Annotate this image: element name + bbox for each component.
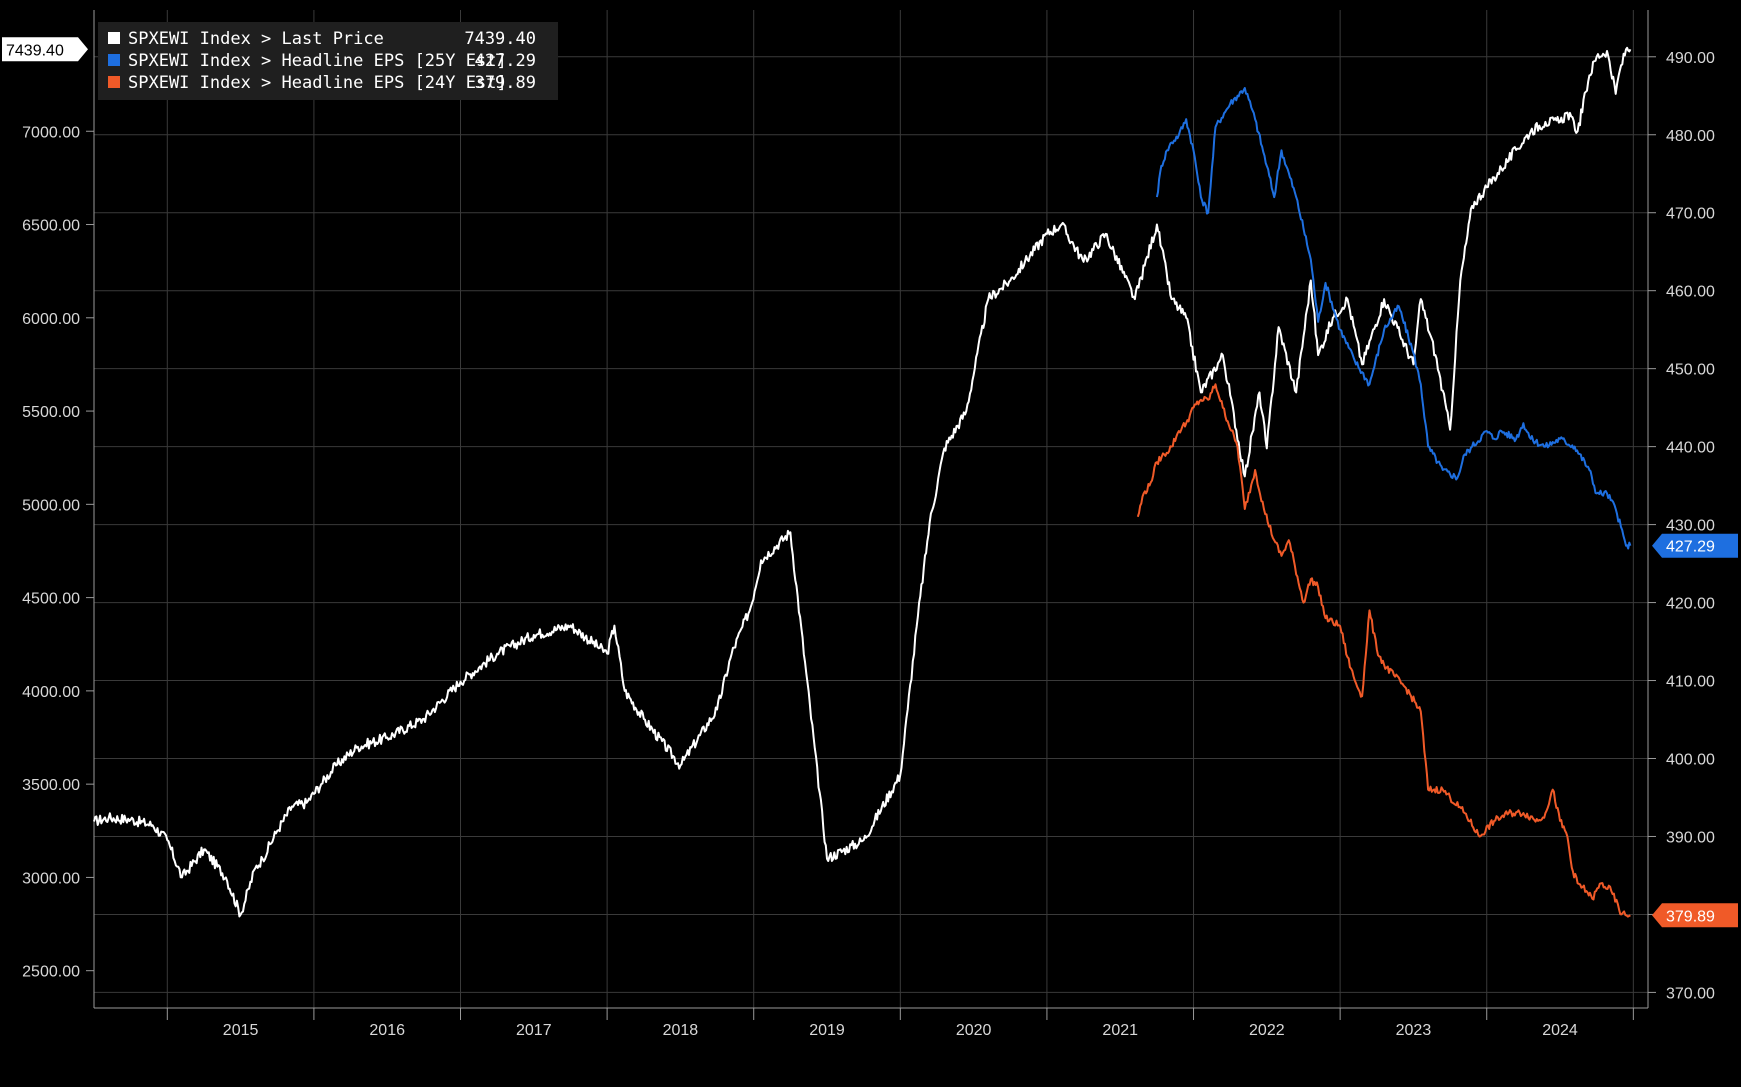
legend-swatch (108, 32, 120, 44)
left-tick-label: 5000.00 (22, 497, 80, 514)
right-last-value-tag (1652, 903, 1738, 928)
x-tick-label: 2017 (516, 1022, 552, 1039)
right-tick-label: 430.00 (1666, 518, 1715, 535)
series-layer (93, 46, 1632, 918)
legend-swatch (108, 54, 120, 66)
right-last-value-label: 427.29 (1666, 539, 1715, 556)
x-tick-label: 2020 (956, 1022, 992, 1039)
left-tick-label: 6500.00 (22, 218, 80, 235)
legend-entry-name: SPXEWI Index > Headline EPS [25Y Est] (128, 51, 507, 71)
left-tick-label: 3000.00 (22, 870, 80, 887)
left-tick-label: 6000.00 (22, 311, 80, 328)
left-tick-label: 4500.00 (22, 591, 80, 608)
legend-box (98, 22, 558, 100)
legend-entry-value: 7439.40 (464, 29, 536, 49)
left-tick-label: 4000.00 (22, 684, 80, 701)
right-tick-label: 410.00 (1666, 674, 1715, 691)
x-tick-label: 2022 (1249, 1022, 1285, 1039)
x-tick-label: 2021 (1102, 1022, 1138, 1039)
x-tick-label: 2024 (1542, 1022, 1578, 1039)
legend-swatch (108, 76, 120, 88)
right-tick-label: 400.00 (1666, 752, 1715, 769)
right-tick-label: 390.00 (1666, 829, 1715, 846)
left-last-value-tag (2, 37, 88, 62)
right-tick-label: 420.00 (1666, 596, 1715, 613)
right-tick-label: 470.00 (1666, 206, 1715, 223)
x-tick-label: 2016 (369, 1022, 405, 1039)
x-tick-label: 2023 (1396, 1022, 1432, 1039)
series-line-3 (1136, 383, 1631, 918)
right-tick-label: 490.00 (1666, 50, 1715, 67)
right-last-value-label: 379.89 (1666, 908, 1715, 925)
legend-entry-value: 379.89 (475, 73, 536, 93)
left-tick-label: 7000.00 (22, 124, 80, 141)
left-tick-label: 2500.00 (22, 964, 80, 981)
left-last-value-label: 7439.40 (6, 42, 64, 59)
grid (94, 10, 1648, 1008)
legend-entry-name: SPXEWI Index > Headline EPS [24Y Est] (128, 73, 507, 93)
x-tick-label: 2019 (809, 1022, 845, 1039)
x-tick-label: 2015 (223, 1022, 259, 1039)
right-tick-label: 460.00 (1666, 284, 1715, 301)
series-line-1 (93, 46, 1632, 918)
right-tick-label: 450.00 (1666, 362, 1715, 379)
series-line-2 (1155, 87, 1632, 550)
right-tick-label: 370.00 (1666, 985, 1715, 1002)
legend-entry-value: 427.29 (475, 51, 536, 71)
right-last-value-tag (1652, 533, 1738, 558)
legend-entry-name: SPXEWI Index > Last Price (128, 29, 384, 49)
left-tick-label: 3500.00 (22, 777, 80, 794)
right-tick-label: 480.00 (1666, 128, 1715, 145)
x-tick-label: 2018 (663, 1022, 699, 1039)
left-tick-label: 5500.00 (22, 404, 80, 421)
right-tick-label: 440.00 (1666, 440, 1715, 457)
